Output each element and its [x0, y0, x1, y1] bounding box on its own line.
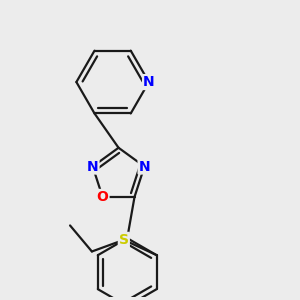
Text: S: S: [119, 233, 129, 247]
Text: O: O: [97, 190, 109, 204]
Text: N: N: [139, 160, 150, 173]
Text: N: N: [87, 160, 98, 173]
Text: N: N: [143, 75, 155, 89]
